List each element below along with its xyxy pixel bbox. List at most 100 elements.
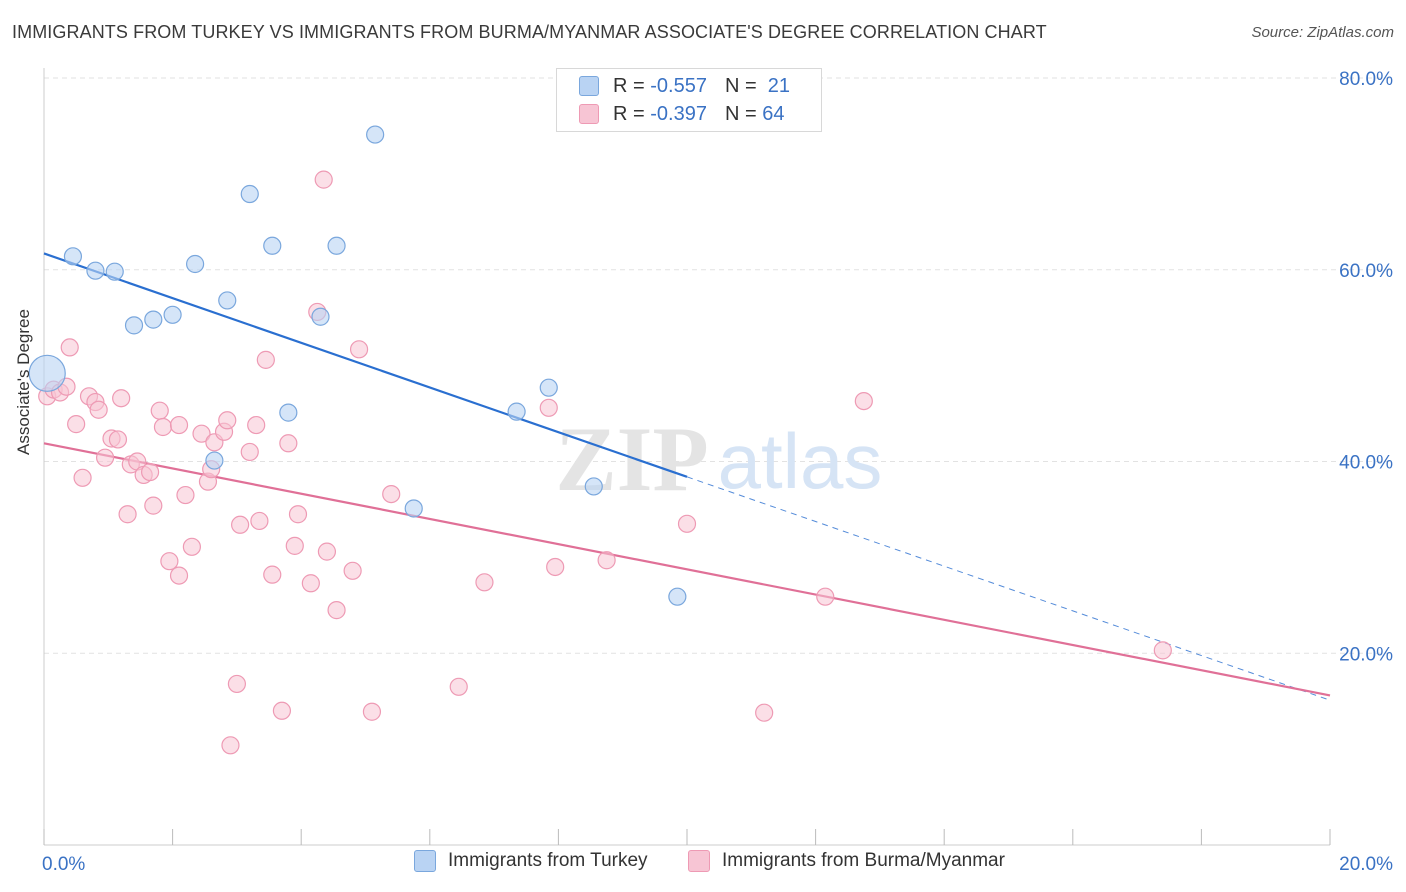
point-burma	[95, 448, 115, 467]
legend-n-value-turkey: 21	[767, 74, 791, 97]
point-burma	[112, 389, 131, 408]
point-turkey	[186, 254, 205, 274]
point-burma	[118, 505, 137, 524]
watermark-atlas: atlas	[718, 417, 883, 505]
point-burma	[218, 411, 237, 430]
point-turkey	[507, 402, 526, 421]
point-burma	[247, 415, 266, 435]
point-turkey	[327, 236, 346, 255]
legend-row-burma: R = -0.397 N = 64	[579, 101, 784, 127]
point-burma	[449, 677, 468, 696]
grid-lines	[44, 77, 1392, 654]
point-turkey	[124, 316, 144, 335]
point-turkey	[279, 403, 298, 422]
point-burma	[150, 401, 169, 420]
point-burma	[755, 703, 774, 722]
point-burma	[475, 573, 494, 592]
point-burma	[1153, 641, 1172, 660]
point-burma	[301, 574, 320, 593]
x-tick-label-max: 20.0%	[1339, 854, 1393, 875]
point-burma	[67, 415, 86, 434]
point-burma	[285, 536, 304, 555]
x-tick-labels: 0.0% 20.0%	[42, 854, 1393, 875]
series-legend-turkey: Immigrants from Turkey	[414, 850, 648, 872]
series-label-turkey: Immigrants from Turkey	[448, 850, 648, 871]
legend-n-label: N =	[724, 74, 757, 97]
series-swatch-burma	[688, 850, 710, 872]
point-turkey	[366, 125, 385, 144]
point-burma	[272, 701, 292, 720]
point-burma	[160, 552, 179, 571]
points-burma-series	[38, 170, 1172, 755]
correlation-legend: R = -0.557 N = 21 R = -0.397 N = 64	[556, 68, 822, 132]
series-label-burma: Immigrants from Burma/Myanmar	[722, 850, 1005, 871]
point-burma	[263, 565, 282, 584]
point-burma	[221, 736, 240, 755]
point-turkey	[86, 261, 105, 280]
point-burma	[279, 434, 298, 453]
point-burma	[60, 338, 79, 357]
trend-lines	[43, 252, 1331, 701]
legend-r-value-burma: -0.397	[650, 102, 707, 125]
legend-row-turkey: R = -0.557 N = 21	[579, 73, 790, 99]
point-turkey	[144, 310, 163, 329]
legend-r-value-turkey: -0.557	[650, 74, 707, 97]
y-axis-label: Associate's Degree	[14, 309, 33, 455]
point-burma	[250, 511, 269, 531]
y-tick-label: 80.0%	[1339, 69, 1393, 90]
point-burma	[144, 496, 163, 515]
point-turkey	[105, 262, 124, 281]
trend-line-turkey	[43, 252, 688, 478]
point-burma	[546, 557, 565, 577]
point-turkey	[205, 451, 224, 470]
point-burma	[231, 515, 250, 534]
point-burma	[182, 537, 201, 556]
series-legend-burma: Immigrants from Burma/Myanmar	[688, 850, 1005, 872]
point-burma	[854, 391, 873, 411]
point-burma	[140, 462, 160, 482]
series-legend: Immigrants from Turkey Immigrants from B…	[0, 850, 1406, 878]
legend-r-label: R =	[613, 102, 645, 125]
point-burma	[539, 398, 558, 417]
chart-title: IMMIGRANTS FROM TURKEY VS IMMIGRANTS FRO…	[12, 22, 1047, 42]
point-burma	[349, 340, 369, 359]
y-tick-labels: 20.0% 40.0% 60.0% 80.0%	[1339, 69, 1393, 665]
point-burma	[343, 561, 362, 580]
y-tick-label: 40.0%	[1339, 453, 1393, 474]
legend-n-value-burma: 64	[762, 102, 785, 125]
point-burma	[227, 674, 246, 694]
point-burma	[816, 587, 835, 606]
point-burma	[314, 170, 333, 189]
point-burma	[256, 350, 275, 369]
point-burma	[677, 514, 697, 533]
legend-r-label: R =	[613, 74, 645, 97]
point-burma	[153, 417, 173, 437]
series-swatch-turkey	[414, 850, 436, 872]
legend-swatch-turkey	[579, 76, 599, 96]
point-turkey	[163, 305, 182, 324]
point-turkey	[28, 354, 66, 392]
point-burma	[192, 424, 211, 443]
point-burma	[382, 484, 401, 504]
point-turkey	[63, 247, 83, 266]
point-burma	[73, 468, 92, 487]
point-burma	[317, 542, 337, 561]
point-turkey	[263, 236, 282, 255]
point-burma	[89, 400, 108, 419]
point-turkey	[240, 184, 259, 204]
x-tick-label-min: 0.0%	[42, 854, 85, 875]
legend-swatch-burma	[579, 104, 599, 124]
point-burma	[362, 702, 382, 721]
axes	[43, 68, 1331, 846]
point-turkey	[218, 291, 237, 310]
point-burma	[176, 485, 195, 505]
point-burma	[288, 505, 308, 524]
point-turkey	[404, 499, 423, 518]
watermark-zip: ZIP	[555, 408, 708, 510]
point-burma	[597, 551, 616, 570]
trend-line-turkey-extension	[686, 476, 1331, 701]
trend-line-burma	[43, 442, 1331, 697]
point-burma	[108, 430, 128, 449]
point-turkey	[584, 477, 603, 496]
